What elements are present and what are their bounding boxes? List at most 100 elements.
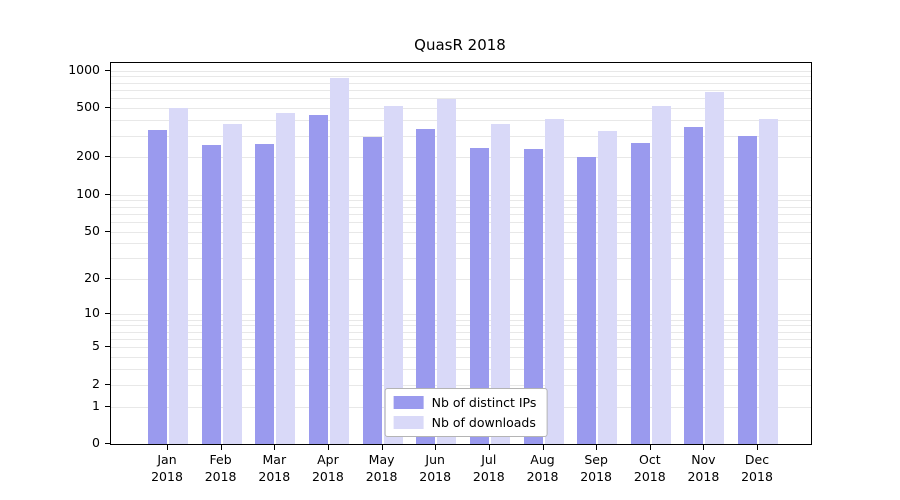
y-tick-mark <box>105 193 110 195</box>
gridline <box>111 325 811 327</box>
legend-item: Nb of downloads <box>393 415 537 430</box>
x-tick-mark <box>381 445 383 450</box>
gridline <box>111 120 811 121</box>
x-tick-label-mar: Mar 2018 <box>258 452 291 484</box>
legend: Nb of distinct IPs Nb of downloads <box>384 388 548 437</box>
bar-distinct-ips-jul <box>469 147 489 444</box>
gridline <box>111 258 811 260</box>
gridline <box>111 369 811 371</box>
gridline <box>111 331 811 333</box>
y-tick-mark <box>105 383 110 385</box>
gridline <box>111 231 811 233</box>
gridline <box>111 108 811 109</box>
bar-downloads-jun <box>437 99 457 444</box>
gridline <box>111 314 811 316</box>
y-tick-label: 1000 <box>68 61 100 77</box>
gridline <box>111 384 811 386</box>
gridline <box>111 279 811 281</box>
bar-distinct-ips-may <box>362 137 382 444</box>
gridline <box>111 319 811 321</box>
y-tick-label: 500 <box>76 99 100 114</box>
y-tick-label: 5 <box>92 338 100 354</box>
bar-distinct-ips-jan <box>148 130 167 444</box>
x-tick-mark <box>542 445 544 450</box>
bar-distinct-ips-nov <box>684 127 704 444</box>
x-tick-mark <box>596 445 598 450</box>
x-tick-mark <box>757 445 758 450</box>
y-tick-label: 100 <box>76 185 100 201</box>
bar-distinct-ips-apr <box>308 114 328 444</box>
gridline <box>111 98 811 100</box>
bar-downloads-mar <box>276 113 296 444</box>
x-tick-mark <box>703 445 705 450</box>
x-tick-label-apr: Apr 2018 <box>311 452 344 484</box>
bar-downloads-jul <box>490 124 510 444</box>
gridline <box>111 206 811 208</box>
bar-downloads-jan <box>169 108 188 444</box>
bar-downloads-nov <box>705 92 725 444</box>
gridline <box>111 213 811 215</box>
bar-downloads-may <box>383 105 403 444</box>
x-tick-label-sep: Sep 2018 <box>580 452 612 484</box>
y-tick-mark <box>105 313 110 315</box>
bar-distinct-ips-sep <box>577 157 597 444</box>
gridline <box>111 157 811 159</box>
x-tick-mark <box>488 445 490 450</box>
x-tick-label-oct: Oct 2018 <box>633 452 666 484</box>
y-tick-mark <box>105 230 110 232</box>
y-tick-label: 1 <box>92 397 100 413</box>
bar-downloads-aug <box>544 118 564 444</box>
y-tick-mark <box>105 69 110 71</box>
gridline <box>111 243 811 245</box>
y-tick-mark <box>105 156 110 158</box>
legend-item: Nb of distinct IPs <box>393 395 536 410</box>
x-tick-mark <box>167 445 168 450</box>
bar-downloads-apr <box>329 77 349 444</box>
y-tick-label: 2 <box>92 375 100 391</box>
gridline <box>111 70 811 72</box>
bar-distinct-ips-jun <box>416 128 436 444</box>
gridline <box>111 89 811 91</box>
x-tick-label-nov: Nov 2018 <box>687 452 720 484</box>
x-tick-mark <box>274 445 276 450</box>
y-tick-label: 10 <box>84 305 100 321</box>
legend-label: Nb of downloads <box>431 415 536 430</box>
x-tick-label-dec: Dec 2018 <box>741 452 773 484</box>
x-tick-label-aug: Aug 2018 <box>526 452 559 484</box>
x-tick-label-jun: Jun 2018 <box>419 452 452 484</box>
plot-area <box>110 62 812 445</box>
x-tick-label-jan: Jan 2018 <box>151 452 183 484</box>
bar-distinct-ips-oct <box>630 143 650 444</box>
gridline <box>111 338 811 340</box>
gridline <box>111 82 811 84</box>
x-tick-mark <box>220 445 222 450</box>
gridline <box>111 135 811 137</box>
y-tick-label: 20 <box>84 270 100 286</box>
bar-distinct-ips-feb <box>201 145 221 444</box>
chart-title: QuasR 2018 <box>414 36 506 54</box>
bar-distinct-ips-mar <box>255 144 275 444</box>
gridline <box>111 347 811 349</box>
bar-downloads-oct <box>651 105 671 444</box>
x-tick-mark <box>327 445 329 450</box>
gridline <box>111 76 811 78</box>
x-tick-label-may: May 2018 <box>365 452 398 484</box>
legend-swatch <box>393 416 424 429</box>
x-tick-label-feb: Feb 2018 <box>204 452 237 484</box>
y-tick-mark <box>105 443 110 444</box>
gridline <box>111 221 811 223</box>
bar-distinct-ips-dec <box>738 136 757 444</box>
legend-swatch <box>393 396 424 409</box>
y-tick-label: 200 <box>76 148 100 164</box>
y-tick-mark <box>105 278 110 280</box>
y-tick-label: 50 <box>84 222 100 238</box>
gridline <box>111 357 811 358</box>
bar-downloads-sep <box>598 131 618 444</box>
bar-downloads-feb <box>222 124 242 444</box>
y-tick-mark <box>105 405 110 407</box>
bar-downloads-dec <box>759 118 778 444</box>
y-tick-label: 0 <box>92 435 100 450</box>
x-tick-mark <box>435 445 437 450</box>
y-tick-mark <box>105 107 110 108</box>
